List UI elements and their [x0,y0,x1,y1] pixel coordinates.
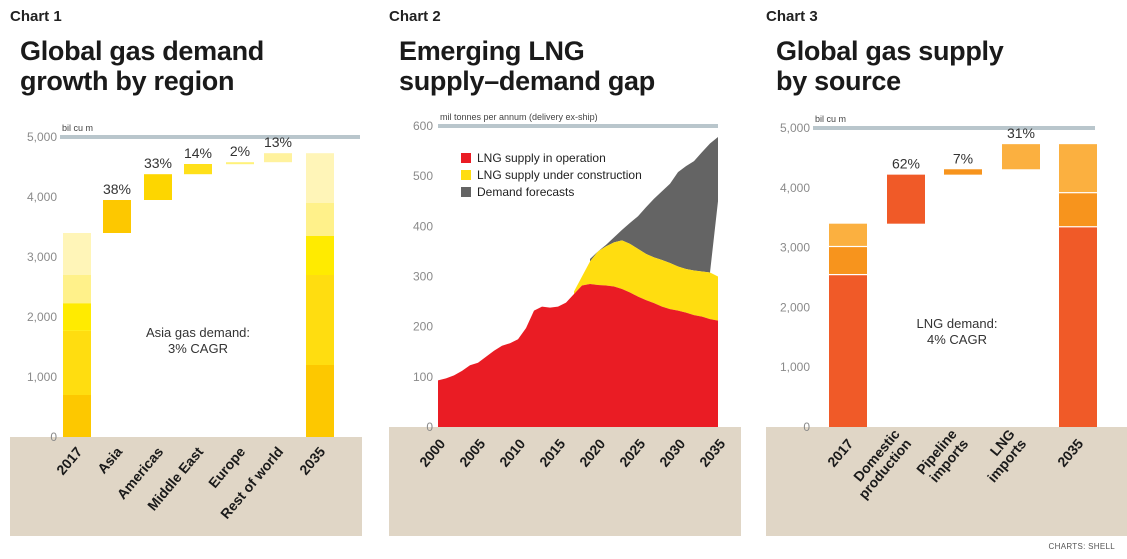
bar-data-label: 62% [892,156,920,172]
y-tick-label: 3,000 [780,241,810,255]
bar [144,174,172,200]
y-tick-label: 600 [413,119,433,133]
chart-3-panel: Chart 3 Global gas supply by source bil … [766,0,1127,559]
y-tick-label: 5,000 [27,130,57,144]
segment-divider [829,245,867,248]
ref-line [813,126,1095,130]
chart-1-title: Global gas demand growth by region [20,36,264,96]
bar [944,169,982,175]
annotation: Asia gas demand: [146,325,250,340]
chart-2-plot: mil tonnes per annum (delivery ex-ship) 0… [389,112,741,536]
y-tick-label: 4,000 [780,181,810,195]
bar-data-label: 13% [264,134,292,150]
y-tick-label: 3,000 [27,250,57,264]
chart-1-title-line-1: Global gas demand [20,36,264,66]
y-tick-label: 0 [50,430,57,444]
legend-label: LNG supply under construction [477,168,642,182]
chart-3-title: Global gas supply by source [776,36,1004,96]
y-tick-label: 0 [803,420,810,434]
chart-1-panel: Chart 1 Global gas demand growth by regi… [10,0,362,559]
ref-line [438,124,718,128]
bar [226,162,254,165]
y-tick-label: 0 [426,420,433,434]
bar [184,164,212,175]
bar-segment [306,153,334,203]
legend-swatch [461,153,471,163]
bar [1002,144,1040,170]
chart-3-title-line-2: by source [776,66,901,96]
bar-segment [829,246,867,275]
bar-data-label: 33% [144,155,172,171]
bar-data-label: 7% [953,150,973,166]
bar-segment [63,275,91,304]
chart-1-title-line-2: growth by region [20,66,235,96]
segment-divider [1059,226,1097,228]
bar-segment [306,203,334,236]
chart-3-title-line-1: Global gas supply [776,36,1004,66]
chart-3-plot: bil cu m 0 1,000 2,000 3,000 4,000 5,000 62% 7% 3… [766,114,1127,536]
bar-segment [306,365,334,437]
y-tick-label: 1,000 [27,370,57,384]
legend-label: Demand forecasts [477,185,574,199]
bar-segment [63,395,91,437]
chart-1-label: Chart 1 [10,8,62,25]
bar-segment [63,303,91,331]
bar-segment [829,223,867,247]
area-lng-supply-under-construction [574,240,718,321]
legend-swatch [461,170,471,180]
category-band [766,427,1127,536]
chart-2-label: Chart 2 [389,8,441,25]
y-tick-label: 400 [413,219,433,233]
segment-divider [829,274,867,276]
bar-data-label: 38% [103,181,131,197]
area-lng-supply-in-operation [438,284,718,427]
chart-3-label: Chart 3 [766,8,818,25]
segment-divider [1059,192,1097,194]
chart-2-title: Emerging LNG supply–demand gap [399,36,655,96]
bar-data-label: 14% [184,145,212,161]
bar-data-label: 31% [1007,125,1035,141]
annotation: 3% CAGR [168,341,228,356]
chart-2-panel: Chart 2 Emerging LNG supply–demand gap m… [389,0,741,559]
bar-segment [829,274,867,427]
bar-segment [63,233,91,275]
chart-1-plot: bil cu m 0 1,000 2,000 3,000 4,000 5,000 38% 33%… [10,123,362,536]
legend-label: LNG supply in operation [477,151,606,165]
y-tick-label: 4,000 [27,190,57,204]
chart-2-title-line-1: Emerging LNG [399,36,585,66]
y-tick-label: 300 [413,270,433,284]
area-demand-forecasts [590,137,718,273]
bar-segment [306,275,334,365]
bar [887,174,925,224]
category-band [389,427,741,536]
y-tick-label: 1,000 [780,360,810,374]
y-tick-label: 2,000 [780,300,810,314]
bar-segment [1059,192,1097,227]
y-tick-label: 5,000 [780,121,810,135]
y-tick-label: 200 [413,320,433,334]
category-band [10,437,362,536]
bar-segment [1059,144,1097,193]
bar-segment [306,236,334,275]
y-tick-label: 100 [413,370,433,384]
annotation: LNG demand: [917,316,998,331]
annotation: 4% CAGR [927,332,987,347]
unit-label: bil cu m [62,123,93,133]
chart-2-title-line-2: supply–demand gap [399,66,655,96]
bar-segment [63,330,91,395]
bar-data-label: 2% [230,143,250,159]
bar [103,200,131,233]
y-tick-label: 2,000 [27,310,57,324]
unit-label: bil cu m [815,114,846,124]
bar [264,153,292,163]
legend-swatch [461,187,471,197]
bar-segment [1059,226,1097,427]
unit-label: mil tonnes per annum (delivery ex-ship) [440,112,598,122]
y-tick-label: 500 [413,169,433,183]
chart-credit: CHARTS: SHELL [1048,542,1115,551]
ref-line [60,135,360,139]
